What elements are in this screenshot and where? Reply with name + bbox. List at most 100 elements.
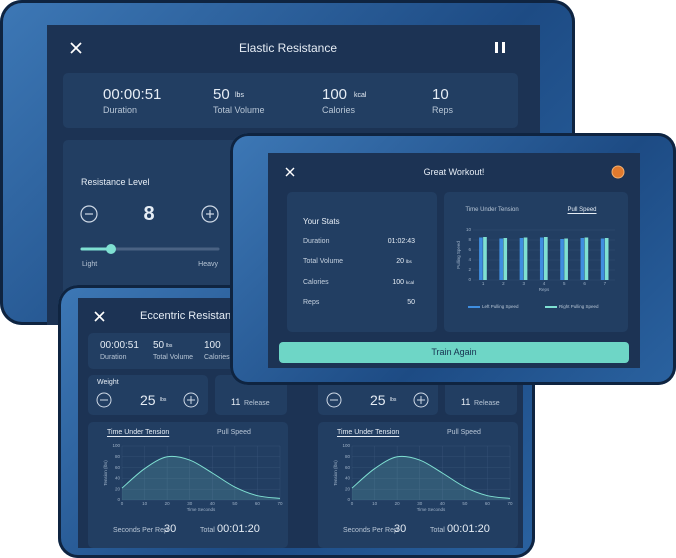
y-tick-label: 6 xyxy=(468,247,471,252)
stat-label: Duration xyxy=(103,105,138,115)
stat-label: Total Volume xyxy=(153,354,194,361)
y-axis-label: Pulling Speed xyxy=(456,241,461,269)
y-tick-label: 80 xyxy=(115,454,121,459)
close-icon[interactable] xyxy=(70,42,82,54)
bar xyxy=(604,238,609,280)
stat-label: Reps xyxy=(432,105,454,115)
total-label: Total xyxy=(430,527,445,534)
line xyxy=(121,455,281,499)
y-tick-label: 60 xyxy=(345,465,351,470)
minus-button[interactable] xyxy=(80,205,98,223)
area xyxy=(122,456,280,500)
x-axis-label: Time Seconds xyxy=(187,507,216,512)
x-tick-label: 2 xyxy=(502,281,505,286)
x-tick-label: 60 xyxy=(485,501,491,506)
x-tick-label: 0 xyxy=(121,501,124,506)
total-value: 00:01:20 xyxy=(217,523,260,535)
x-tick-label: 7 xyxy=(604,281,607,286)
stat-label: Reps xyxy=(303,299,320,306)
stat-label: Calories xyxy=(204,354,230,361)
stat-value: 100 xyxy=(204,340,221,351)
stat-unit: lbs xyxy=(166,343,173,349)
x-tick-label: 6 xyxy=(583,281,586,286)
tab[interactable]: Pull Speed xyxy=(567,207,597,213)
bar xyxy=(523,237,528,280)
plus-button[interactable] xyxy=(413,392,429,408)
stat-label: Total Volume xyxy=(303,258,344,265)
x-tick-label: 60 xyxy=(255,501,261,506)
y-tick-label: 20 xyxy=(115,486,121,491)
bar xyxy=(600,238,605,280)
y-tick-label: 2 xyxy=(468,267,471,272)
legend-label: Left Pulling Speed xyxy=(482,304,519,309)
stat-unit: lbs xyxy=(406,259,412,264)
chart-card xyxy=(444,192,628,332)
chart-card xyxy=(318,422,518,548)
plus-button[interactable] xyxy=(201,205,219,223)
stat-value: 50 xyxy=(213,86,230,103)
stat-value: 50 xyxy=(407,299,415,306)
y-axis-label: Tension (lbs) xyxy=(103,460,108,486)
x-tick-label: 40 xyxy=(440,501,446,506)
tension-chart: 0 20 40 60 80 100 0 10 20 30 40 50 60 70 Time Seconds T… xyxy=(103,443,283,512)
x-tick-label: 1 xyxy=(482,281,485,286)
seconds-value: 30 xyxy=(394,523,407,535)
tab[interactable]: Pull Speed xyxy=(447,429,481,436)
title: Eccentric Resistance xyxy=(140,310,243,322)
y-tick-label: 80 xyxy=(345,454,351,459)
icons xyxy=(94,311,429,408)
stats-card xyxy=(287,192,437,332)
x-tick-label: 5 xyxy=(563,281,566,286)
avatar[interactable] xyxy=(611,165,625,179)
total-value: 00:01:20 xyxy=(447,523,490,535)
title: Great Workout! xyxy=(423,167,485,177)
plus-button[interactable] xyxy=(183,392,199,408)
y-tick-label: 100 xyxy=(112,443,120,448)
y-tick-label: 60 xyxy=(115,465,121,470)
weight-value: 25 xyxy=(370,392,386,408)
bar xyxy=(499,238,504,280)
y-axis-label: Tension (lbs) xyxy=(333,460,338,486)
seconds-label: Seconds Per Rep xyxy=(343,527,398,534)
x-tick-label: 50 xyxy=(232,501,238,506)
stat-value: 00:00:51 xyxy=(100,340,139,351)
x-tick-label: 20 xyxy=(395,501,401,506)
bar xyxy=(544,237,548,280)
close-icon[interactable] xyxy=(94,311,105,322)
bar xyxy=(580,238,585,280)
release-value: 11 xyxy=(231,397,241,407)
tab[interactable]: Time Under Tension xyxy=(465,207,519,213)
total-label: Total xyxy=(200,527,215,534)
speed-chart: 0 2 4 6 8 10 Pulling Speed 1 2 3 4 5 6 7 Reps xyxy=(456,227,615,292)
stat-value: 01:02:43 xyxy=(387,238,415,245)
tab[interactable]: Pull Speed xyxy=(217,429,251,436)
stat-value: 100 xyxy=(392,279,404,286)
release-label: Release xyxy=(474,400,500,407)
tab[interactable]: Time Under Tension xyxy=(107,429,170,436)
pause-icon[interactable] xyxy=(495,42,505,53)
train-again-button[interactable] xyxy=(279,342,629,363)
y-tick-label: 4 xyxy=(468,257,471,262)
x-tick-label: 10 xyxy=(142,501,148,506)
seconds-label: Seconds Per Rep xyxy=(113,527,168,534)
area xyxy=(352,456,510,500)
y-tick-label: 0 xyxy=(468,277,471,282)
slider-thumb[interactable] xyxy=(106,244,116,254)
x-tick-label: 70 xyxy=(507,501,513,506)
title: Elastic Resistance xyxy=(238,41,338,55)
y-tick-label: 40 xyxy=(115,476,121,481)
minus-button[interactable] xyxy=(96,392,112,408)
bar xyxy=(560,239,564,280)
bar xyxy=(564,238,568,280)
bar xyxy=(483,237,487,280)
tab[interactable]: Time Under Tension xyxy=(337,429,400,436)
stat-unit: kcal xyxy=(354,92,367,99)
stat-value: 50 xyxy=(153,340,165,351)
y-tick-label: 8 xyxy=(468,237,471,242)
stats-card xyxy=(63,73,518,128)
bar xyxy=(539,237,544,280)
seconds-value: 30 xyxy=(164,523,177,535)
close-icon[interactable] xyxy=(285,167,295,177)
minus-button[interactable] xyxy=(326,392,342,408)
